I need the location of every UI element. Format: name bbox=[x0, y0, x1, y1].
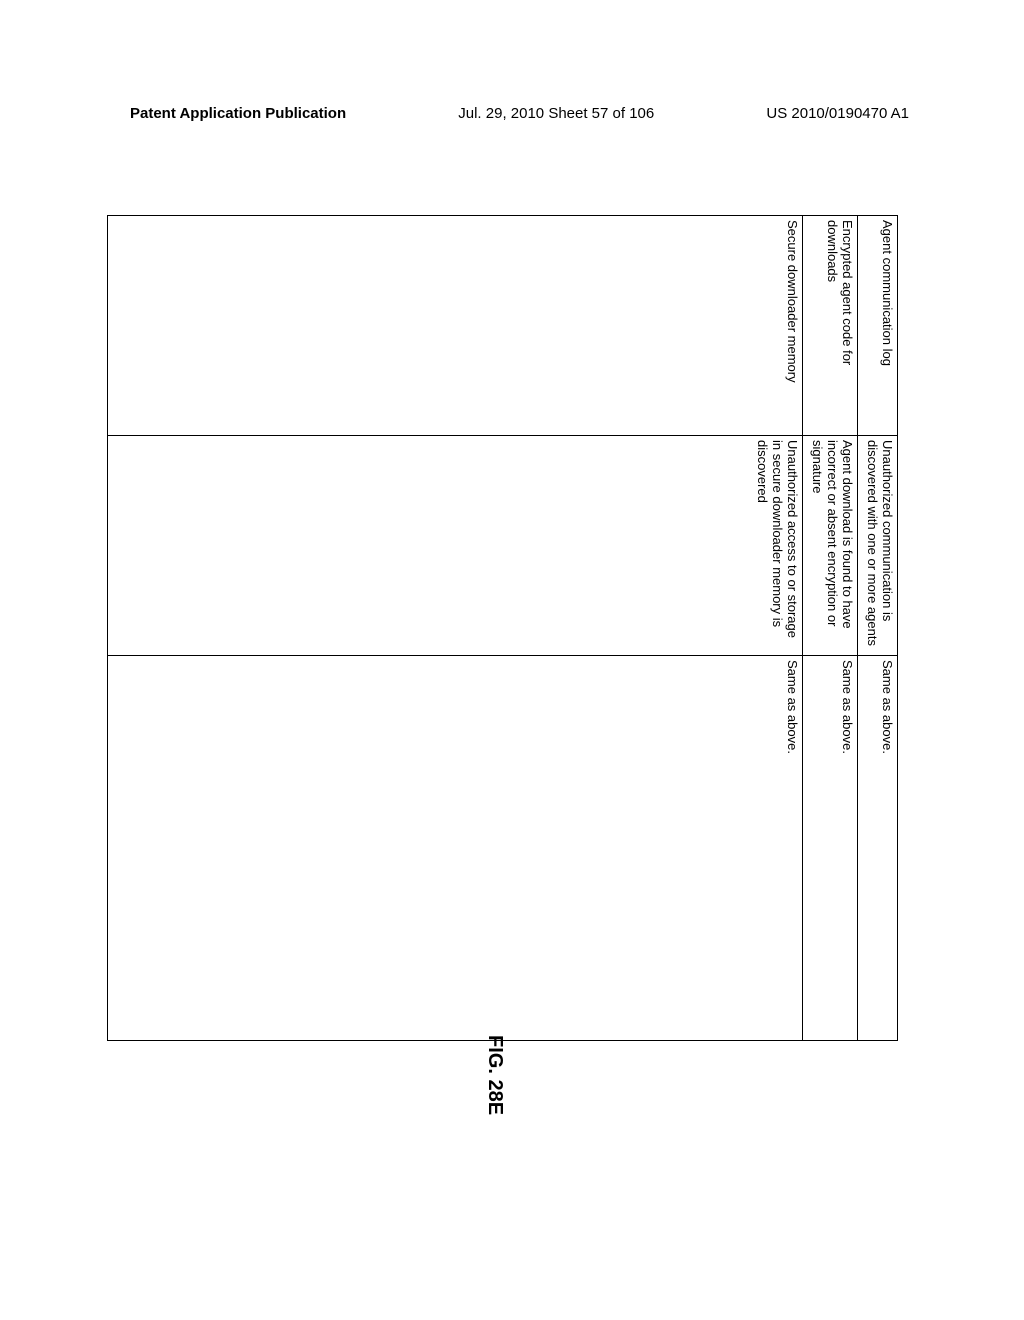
table-cell-item: Secure downloader memory bbox=[108, 216, 803, 436]
figure-container: Agent communication log Unauthorized com… bbox=[108, 215, 898, 1040]
header-publication: Patent Application Publication bbox=[130, 105, 346, 122]
table-cell-condition: Unauthorized access to or storage in sec… bbox=[108, 436, 803, 656]
figure-label: FIG. 28E bbox=[483, 1035, 506, 1115]
table-cell-condition: Agent download is found to have incorrec… bbox=[803, 436, 858, 656]
patent-table: Agent communication log Unauthorized com… bbox=[107, 215, 898, 1041]
table-cell-condition: Unauthorized communication is discovered… bbox=[858, 436, 898, 656]
table-row: Agent communication log Unauthorized com… bbox=[858, 216, 898, 1041]
table-cell-item: Agent communication log bbox=[858, 216, 898, 436]
table-cell-action: Same as above. bbox=[803, 656, 858, 1041]
table-cell-item: Encrypted agent code for downloads bbox=[803, 216, 858, 436]
rotated-table-wrapper: Agent communication log Unauthorized com… bbox=[108, 215, 898, 1040]
table-cell-action: Same as above. bbox=[858, 656, 898, 1041]
table-cell-action: Same as above. bbox=[108, 656, 803, 1041]
page-header: Patent Application Publication Jul. 29, … bbox=[0, 105, 1024, 122]
header-patent-number: US 2010/0190470 A1 bbox=[766, 105, 909, 122]
header-date-sheet: Jul. 29, 2010 Sheet 57 of 106 bbox=[458, 105, 654, 122]
table-row: Encrypted agent code for downloads Agent… bbox=[803, 216, 858, 1041]
table-row: Secure downloader memory Unauthorized ac… bbox=[108, 216, 803, 1041]
